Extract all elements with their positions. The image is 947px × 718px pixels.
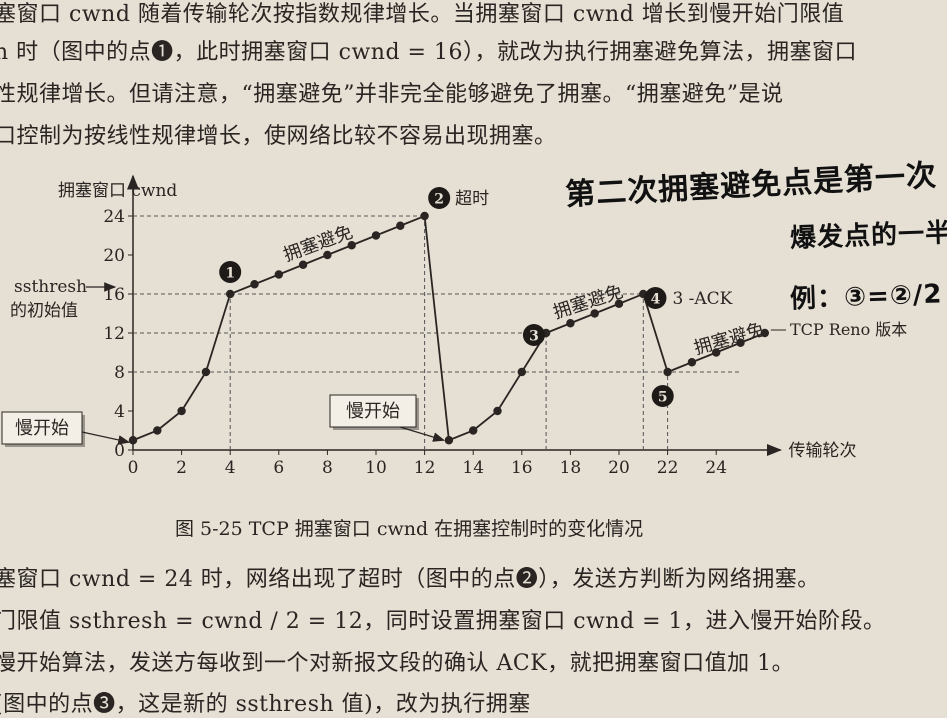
slow-start-label-2: 慢开始 (346, 401, 400, 422)
x-tick-label: 4 (225, 458, 236, 478)
x-tick-label: 14 (462, 458, 484, 478)
point-1-marker: 1 (225, 266, 235, 282)
body-text-line: 慢开始算法，发送方每收到一个对新报文段的确认 ACK，就把拥塞窗口值加 1。 (0, 651, 795, 676)
y-tick-label: 4 (114, 402, 125, 422)
cwnd-data-point (614, 299, 624, 308)
cwnd-data-point (760, 328, 769, 338)
point-3-marker-bg (522, 324, 545, 346)
cwnd-data-point (128, 436, 138, 445)
body-text-line: (图中的点❸，这是新的 ssthresh 值)，改为执行拥塞 (0, 692, 531, 717)
figure-caption: 图 5-25 TCP 拥塞窗口 cwnd 在拥塞控制时的变化情况 (175, 518, 644, 540)
point-3-marker: 3 (529, 329, 539, 345)
y-tick-label: 8 (114, 363, 125, 383)
tcp-reno-label: TCP Reno 版本 (790, 320, 907, 339)
body-text-line: 塞窗口 cwnd 随着传输轮次按指数规律增长。当拥塞窗口 cwnd 增长到慢开始… (0, 2, 845, 27)
chart-series (128, 211, 769, 445)
cwnd-data-point (493, 406, 502, 416)
x-tick-label: 8 (322, 458, 333, 478)
handwritten-note: 例：③=②/2 (789, 279, 943, 315)
cwnd-data-point (469, 426, 478, 435)
three-ack-label: 3 -ACK (672, 289, 732, 309)
slow-start-arrow-2 (399, 426, 446, 442)
x-tick-label: 20 (608, 458, 630, 478)
cwnd-data-point (177, 406, 186, 416)
cwnd-data-point (153, 426, 162, 435)
point-4-marker: 4 (651, 292, 661, 308)
point-2-marker: 2 (434, 192, 444, 208)
y-tick-label: 0 (114, 441, 125, 461)
cwnd-data-point (444, 436, 454, 445)
x-tick-label: 18 (560, 458, 582, 478)
x-tick-label: 24 (705, 458, 727, 478)
cwnd-data-point (687, 358, 697, 367)
cwnd-data-point (663, 367, 672, 377)
point-5-marker: 5 (658, 390, 668, 406)
cwnd-data-point (371, 231, 381, 240)
x-axis-label: 传输轮次 (789, 441, 857, 461)
x-tick-label: 6 (273, 458, 284, 478)
point-2-marker-bg (428, 187, 451, 209)
point-4-marker-bg (644, 287, 667, 309)
x-tick-label: 10 (365, 458, 387, 478)
chart-guide-lines (133, 215, 741, 450)
y-tick-label: 20 (103, 246, 125, 266)
slow-start-label-1-box (1, 411, 83, 445)
cwnd-line (132, 214, 766, 442)
y-tick-label: 12 (103, 324, 125, 344)
y-axis-label: 拥塞窗口 cwnd (58, 181, 177, 201)
body-text-line: 口控制为按线性规律增长，使网络比较不容易出现拥塞。 (0, 124, 557, 149)
x-tick-label: 2 (176, 458, 187, 478)
cwnd-data-point (201, 367, 211, 377)
x-tick-label: 22 (657, 458, 679, 478)
slow-start-label-2-box (329, 394, 417, 428)
y-tick-label: 16 (103, 285, 125, 305)
point-5-marker-bg (651, 385, 674, 407)
cwnd-data-point (226, 289, 235, 299)
cwnd-data-point (590, 309, 599, 318)
x-tick-label: 0 (128, 458, 139, 478)
y-tick-label: 24 (103, 207, 125, 227)
ssthresh-label: 的初始值 (10, 301, 78, 321)
cwnd-data-point (517, 367, 526, 377)
x-tick-label: 16 (511, 458, 533, 478)
point-1-marker-bg (219, 261, 242, 283)
slow-start-arrow-1 (81, 431, 131, 445)
body-text-line: 性规律增长。但请注意，“拥塞避免”并非完全能够避免了拥塞。“拥塞避免”是说 (0, 82, 784, 107)
body-text-line: h 时（图中的点❶，此时拥塞窗口 cwnd = 16），就改为执行拥塞避免算法，… (0, 40, 857, 65)
body-text-line: 门限值 ssthresh = cwnd / 2 = 12，同时设置拥塞窗口 cw… (0, 609, 886, 634)
cwnd-data-point (250, 280, 259, 289)
body-text-line: 塞窗口 cwnd = 24 时，网络出现了超时（图中的点❷），发送方判断为网络拥… (0, 567, 820, 592)
cwnd-data-point (323, 250, 332, 260)
ssthresh-label: ssthresh (14, 277, 87, 297)
cwnd-data-point (566, 319, 575, 328)
congestion-avoidance-label-3: 拥塞避免 (692, 319, 767, 359)
slow-start-label-1: 慢开始 (15, 418, 69, 439)
cwnd-data-point (298, 260, 308, 269)
cwnd-data-point (712, 348, 721, 357)
timeout-label: 超时 (455, 189, 489, 209)
cwnd-data-point (274, 270, 283, 279)
cwnd-data-point (736, 338, 745, 347)
cwnd-data-point (396, 221, 405, 230)
handwritten-note: 爆发点的一半 (789, 218, 947, 254)
x-tick-label: 12 (414, 458, 436, 478)
cwnd-data-point (420, 211, 429, 221)
cwnd-data-point (347, 241, 356, 250)
